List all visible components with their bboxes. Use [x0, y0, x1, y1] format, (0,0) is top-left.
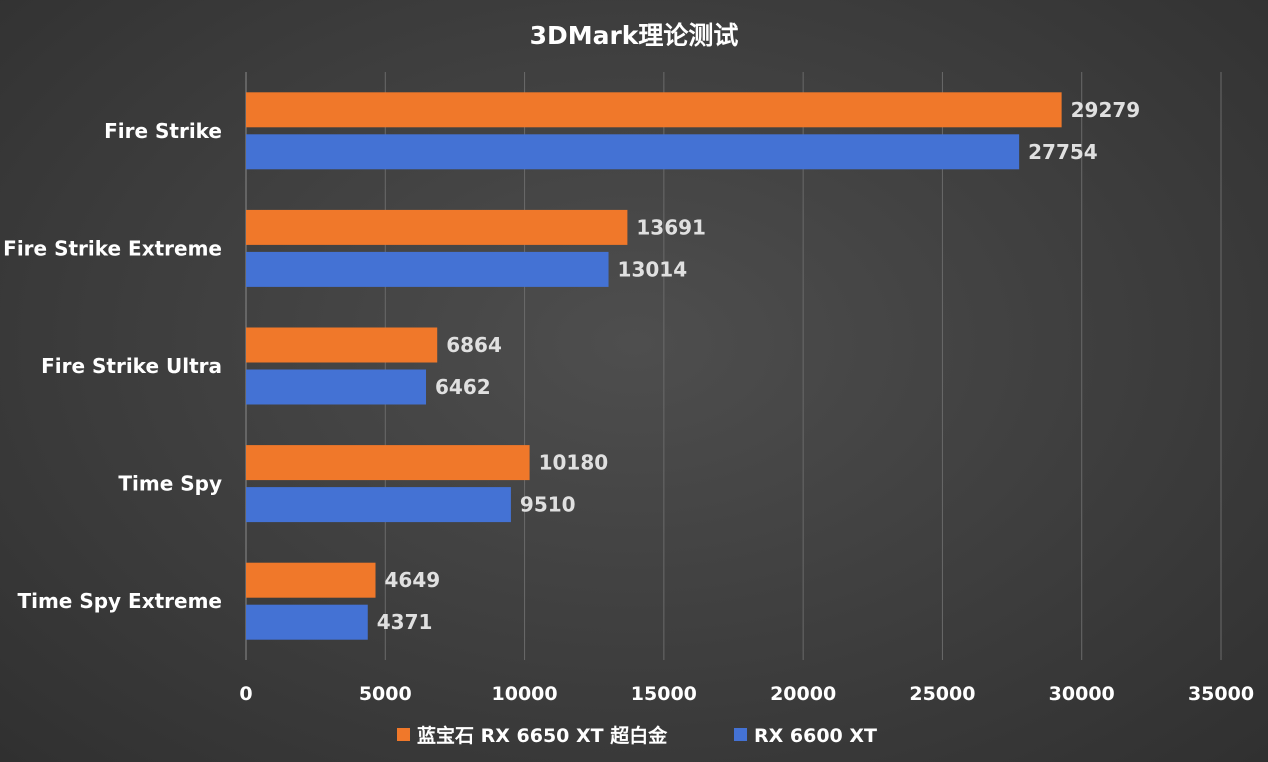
labels: 0 5000 10000 15000 20000 25000 30000 35000 Fire …	[3, 98, 1254, 705]
gridlines	[245, 72, 1222, 660]
bar-rx6600xt	[246, 251, 609, 287]
bar-rx6650xt	[246, 92, 1062, 128]
legend-swatch-rx6600xt	[734, 728, 747, 741]
bars	[246, 92, 1062, 640]
data-label: 13014	[618, 257, 688, 281]
category-label: Fire Strike	[104, 119, 222, 143]
data-label: 27754	[1028, 140, 1098, 164]
bar-rx6650xt	[246, 209, 628, 245]
x-tick-label: 25000	[909, 683, 975, 705]
x-tick-label: 30000	[1049, 683, 1115, 705]
data-label: 6864	[446, 333, 502, 357]
legend-swatch-rx6650xt	[397, 728, 410, 741]
bar-rx6600xt	[246, 604, 368, 640]
data-label: 13691	[636, 215, 706, 239]
x-tick-label: 5000	[359, 683, 412, 705]
category-label: Time Spy Extreme	[17, 589, 222, 613]
bar-rx6600xt	[246, 369, 427, 405]
category-label: Time Spy	[118, 472, 222, 496]
data-label: 9510	[520, 493, 576, 517]
data-label: 4649	[385, 568, 441, 592]
chart-title: 3DMark理论测试	[530, 21, 739, 50]
bar-rx6650xt	[246, 562, 376, 598]
bar-rx6650xt	[246, 327, 438, 363]
x-tick-label: 20000	[770, 683, 836, 705]
bar-rx6600xt	[246, 487, 511, 523]
data-label: 10180	[539, 451, 609, 475]
data-label: 6462	[435, 375, 491, 399]
x-tick-label: 35000	[1188, 683, 1254, 705]
category-label: Fire Strike Ultra	[41, 354, 222, 378]
x-tick-label: 10000	[492, 683, 558, 705]
data-label: 29279	[1071, 98, 1141, 122]
data-label: 4371	[377, 610, 433, 634]
bar-rx6650xt	[246, 445, 530, 481]
category-label: Fire Strike Extreme	[3, 236, 222, 260]
x-tick-label: 15000	[631, 683, 697, 705]
bar-rx6600xt	[246, 134, 1020, 170]
legend-label: 蓝宝石 RX 6650 XT 超白金	[417, 724, 668, 747]
x-tick-label: 0	[239, 683, 252, 705]
legend: 蓝宝石 RX 6650 XT 超白金 RX 6600 XT	[397, 724, 877, 747]
legend-label: RX 6600 XT	[754, 725, 877, 747]
